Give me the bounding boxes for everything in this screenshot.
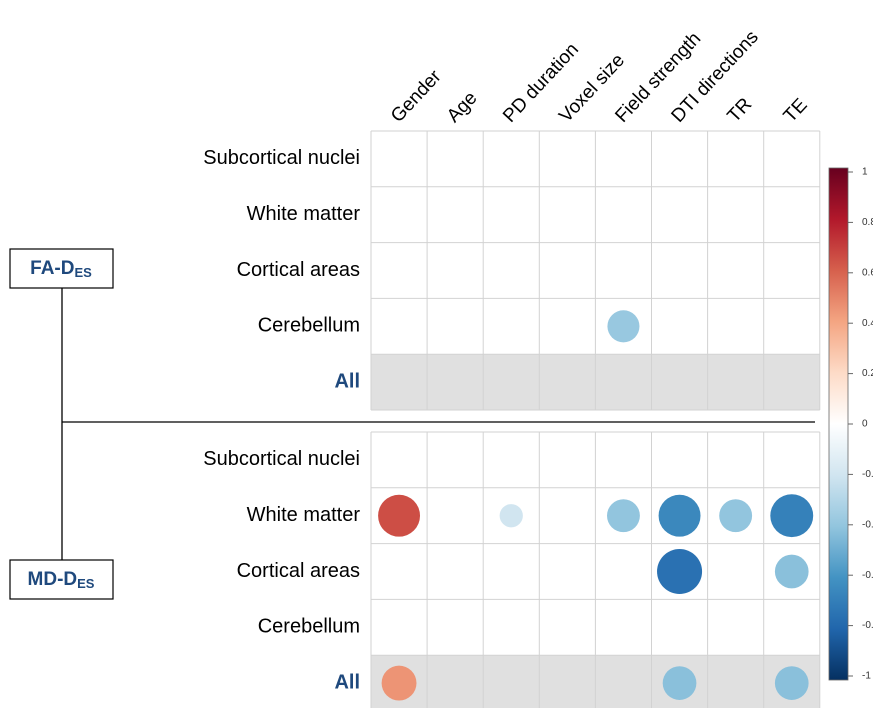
corr-circle (774, 666, 809, 700)
colorbar-tick-label: 1 (862, 167, 868, 178)
panel-box (9, 559, 114, 600)
corr-circle (658, 494, 701, 537)
row-label: Cerebellum (258, 616, 360, 638)
column-label: TR (724, 94, 757, 127)
column-label: Age (443, 88, 481, 127)
corr-circle (657, 548, 703, 595)
row-label: All (334, 671, 360, 693)
row-label: Subcortical nuclei (203, 448, 360, 470)
row-label: Cortical areas (237, 560, 360, 582)
column-label: Gender (387, 66, 446, 127)
colorbar-tick-label: 0.4 (862, 318, 873, 329)
colorbar-tick-label: 0.2 (862, 368, 873, 379)
corr-circle (381, 665, 417, 701)
corr-circle (662, 666, 697, 700)
corr-circle (378, 494, 421, 537)
panel-label: FA-DES (30, 258, 92, 280)
corr-circle (607, 310, 640, 343)
row-label: All (334, 370, 360, 392)
colorbar-tick-label: -0.6 (862, 570, 873, 581)
row-label: Subcortical nuclei (203, 147, 360, 169)
row-label: Cortical areas (237, 259, 360, 281)
colorbar-tick-label: 0 (862, 419, 868, 430)
colorbar (828, 167, 849, 681)
panel-label-sub: ES (74, 265, 92, 280)
colorbar-tick-label: -0.8 (862, 620, 873, 631)
row-label: Cerebellum (258, 315, 360, 337)
panel-label: MD-DES (28, 569, 95, 591)
panel-label-main: FA-D (30, 258, 74, 279)
corr-circle (607, 499, 640, 533)
row-label: White matter (247, 203, 361, 225)
row-label: White matter (247, 504, 361, 526)
corr-circle (774, 554, 809, 589)
panel-label-main: MD-D (28, 569, 78, 590)
colorbar-tick-label: -1 (862, 671, 871, 682)
colorbar-tick-label: 0.8 (862, 217, 873, 228)
colorbar-tick-label: -0.2 (862, 469, 873, 480)
corr-circle (719, 499, 753, 533)
colorbar-tick-label: -0.4 (862, 519, 873, 530)
corr-circle (499, 504, 523, 528)
column-label: TE (780, 95, 812, 127)
colorbar-tick-label: 0.6 (862, 267, 873, 278)
panel-box (9, 248, 114, 289)
corr-circle (770, 494, 814, 538)
panel-label-sub: ES (77, 576, 95, 591)
